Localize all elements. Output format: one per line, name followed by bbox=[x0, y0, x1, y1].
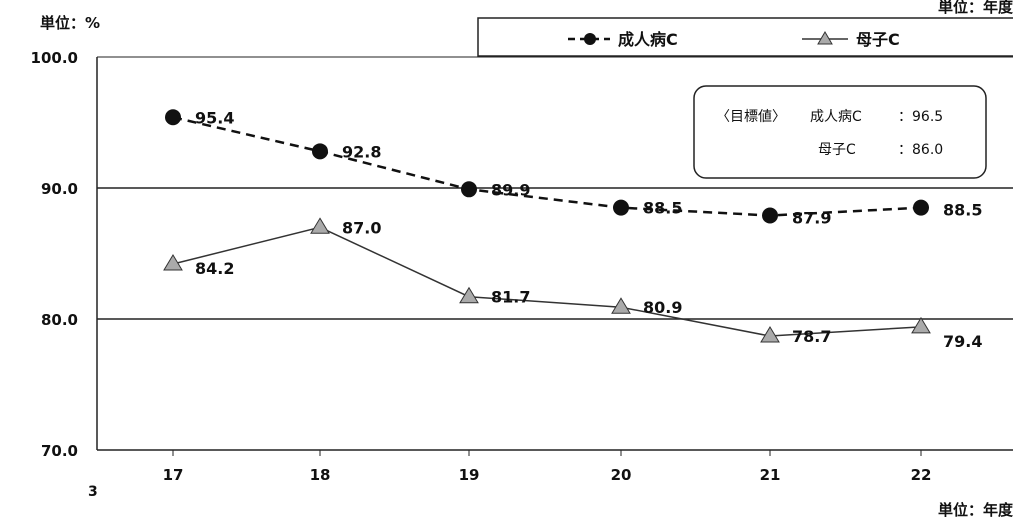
series-line bbox=[172, 116, 922, 217]
legend-marker-adult bbox=[584, 33, 596, 45]
data-label: 95.4 bbox=[195, 108, 234, 127]
data-point bbox=[165, 109, 181, 126]
x-tick-label: 21 bbox=[760, 466, 781, 484]
data-point bbox=[913, 199, 929, 216]
data-label: 84.2 bbox=[195, 259, 234, 278]
y-unit-label: 単位：% bbox=[40, 14, 100, 32]
data-point bbox=[613, 199, 629, 216]
data-label: 80.9 bbox=[643, 298, 682, 317]
data-label: 79.4 bbox=[943, 332, 982, 351]
target-box-frame bbox=[693, 85, 987, 179]
target-name-adult: 成人病C bbox=[810, 109, 862, 125]
data-label: 78.7 bbox=[792, 327, 831, 346]
data-point bbox=[611, 297, 631, 314]
y-tick-label: 80.0 bbox=[41, 311, 78, 329]
gridlines bbox=[97, 187, 1013, 320]
target-value-adult: ：96.5 bbox=[898, 109, 943, 125]
target-heading: 〈目標値〉 bbox=[716, 109, 786, 125]
target-value-maternal: ：86.0 bbox=[898, 142, 943, 158]
target-name-maternal: 母子C bbox=[818, 142, 856, 158]
series-group: 95.4 92.8 89.9 88.5 87.9 88.5 84.2 87.0 81.7 80.9… bbox=[163, 108, 982, 351]
data-label: 81.7 bbox=[491, 288, 530, 307]
data-point bbox=[459, 286, 479, 304]
y-tick-label: 70.0 bbox=[41, 442, 78, 460]
data-point bbox=[762, 207, 778, 224]
data-point bbox=[163, 254, 183, 271]
data-label: 88.5 bbox=[943, 201, 982, 220]
target-box: 〈目標値〉 成人病C ：96.5 母子C ：86.0 bbox=[693, 85, 987, 179]
x-tick-label: 20 bbox=[611, 466, 632, 484]
x-tick-label: 18 bbox=[310, 466, 331, 484]
data-point bbox=[461, 181, 477, 198]
y-tick-label: 100.0 bbox=[31, 49, 78, 67]
y-tick-label: 90.0 bbox=[41, 180, 78, 198]
data-label: 89.9 bbox=[491, 180, 530, 199]
data-label: 92.8 bbox=[342, 142, 381, 161]
data-label: 87.9 bbox=[792, 209, 831, 228]
x-tick-label: 17 bbox=[163, 466, 184, 484]
x-tick-label: 22 bbox=[911, 466, 932, 484]
x-tick-labels: 17 18 19 20 21 22 bbox=[163, 450, 932, 484]
page-number: 3 bbox=[88, 484, 98, 500]
legend-label-maternal: 母子C bbox=[856, 30, 900, 49]
data-point bbox=[760, 326, 780, 343]
legend-frame bbox=[477, 17, 1013, 57]
legend-marker-maternal bbox=[817, 31, 833, 45]
data-label: 88.5 bbox=[643, 199, 682, 218]
legend-label-adult: 成人病C bbox=[618, 30, 678, 49]
data-label: 87.0 bbox=[342, 218, 381, 237]
y-tick-labels: 100.0 90.0 80.0 70.0 bbox=[31, 49, 78, 460]
legend: 成人病C 母子C bbox=[477, 17, 1013, 57]
x-unit-label-bottom: 単位：年度 bbox=[938, 501, 1013, 519]
series-line bbox=[172, 226, 922, 337]
data-point bbox=[312, 143, 328, 160]
data-point bbox=[911, 316, 931, 334]
x-tick-label: 19 bbox=[459, 466, 480, 484]
x-unit-label-top: 単位：年度 bbox=[938, 0, 1013, 16]
data-point bbox=[310, 217, 330, 234]
